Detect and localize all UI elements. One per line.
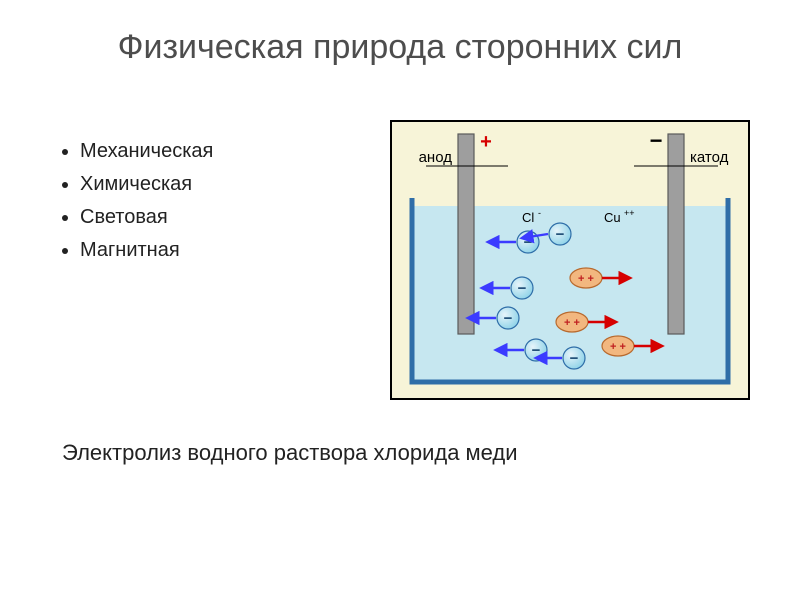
svg-text:-: -	[538, 208, 541, 218]
diagram-caption: Электролиз водного раствора хлорида меди	[62, 440, 518, 466]
svg-text:катод: катод	[690, 149, 729, 166]
list-item: Магнитная	[80, 239, 213, 262]
list-item: Химическая	[80, 173, 213, 196]
svg-text:Cu: Cu	[604, 210, 621, 225]
svg-text:анод: анод	[419, 149, 453, 166]
electrolysis-diagram: +−анодкатодCl-Cu++−−−−−−+ ++ ++ +	[390, 120, 750, 400]
bullet-text: Механическая	[80, 140, 213, 162]
svg-text:+ +: + +	[578, 273, 594, 285]
svg-text:+: +	[480, 131, 492, 153]
caption-text: Электролиз водного раствора хлорида меди	[62, 440, 518, 465]
svg-text:+ +: + +	[564, 317, 580, 329]
svg-text:−: −	[570, 350, 579, 367]
list-item: Механическая	[80, 140, 213, 163]
svg-text:−: −	[504, 310, 513, 327]
diagram-svg: +−анодкатодCl-Cu++−−−−−−+ ++ ++ +	[392, 122, 748, 398]
title-text: Физическая природа сторонних сил	[118, 28, 683, 66]
svg-text:−: −	[532, 342, 541, 359]
svg-text:Cl: Cl	[522, 210, 534, 225]
svg-text:−: −	[556, 226, 565, 243]
bullet-text: Химическая	[80, 173, 192, 195]
list-item: Световая	[80, 206, 213, 229]
svg-text:−: −	[518, 280, 527, 297]
bullet-text: Световая	[80, 206, 168, 228]
bullet-list: Механическая Химическая Световая Магнитн…	[62, 140, 213, 272]
svg-text:++: ++	[624, 208, 635, 218]
slide-title: Физическая природа сторонних сил	[0, 28, 800, 67]
svg-text:−: −	[650, 128, 663, 153]
bullet-text: Магнитная	[80, 239, 180, 261]
svg-text:+ +: + +	[610, 341, 626, 353]
